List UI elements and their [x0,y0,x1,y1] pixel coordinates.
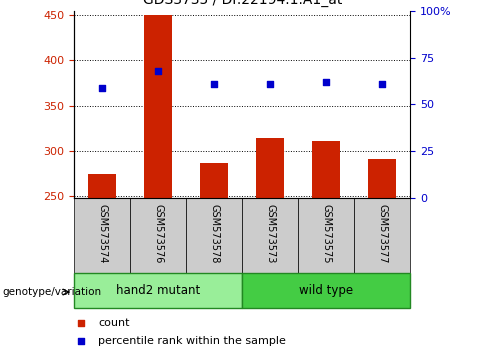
Text: genotype/variation: genotype/variation [2,287,102,297]
Bar [144,15,172,198]
Point [77,338,85,343]
Text: GSM573576: GSM573576 [154,204,163,264]
Bar [354,198,410,273]
Bar [74,273,242,308]
Bar [242,198,299,273]
Text: GSM573573: GSM573573 [265,204,276,264]
Bar [74,198,131,273]
Bar [312,141,340,198]
Text: GSM573575: GSM573575 [322,204,331,264]
Bar [201,163,228,198]
Bar [256,138,284,198]
Point [98,85,106,91]
Point [211,81,218,87]
Point [155,69,162,74]
Point [323,79,330,85]
Text: GSM573578: GSM573578 [209,204,219,264]
Bar [186,198,242,273]
Bar [131,198,186,273]
Point [266,81,274,87]
Text: percentile rank within the sample: percentile rank within the sample [98,336,286,346]
Point [77,320,85,326]
Point [379,81,386,87]
Bar [299,198,354,273]
Text: GSM573577: GSM573577 [377,204,387,264]
Bar [88,174,117,198]
Text: wild type: wild type [300,284,353,297]
Text: hand2 mutant: hand2 mutant [116,284,201,297]
Title: GDS3735 / Dr.22194.1.A1_at: GDS3735 / Dr.22194.1.A1_at [143,0,342,7]
Bar [242,273,410,308]
Text: GSM573574: GSM573574 [97,204,108,264]
Text: count: count [98,318,130,328]
Bar [369,159,396,198]
